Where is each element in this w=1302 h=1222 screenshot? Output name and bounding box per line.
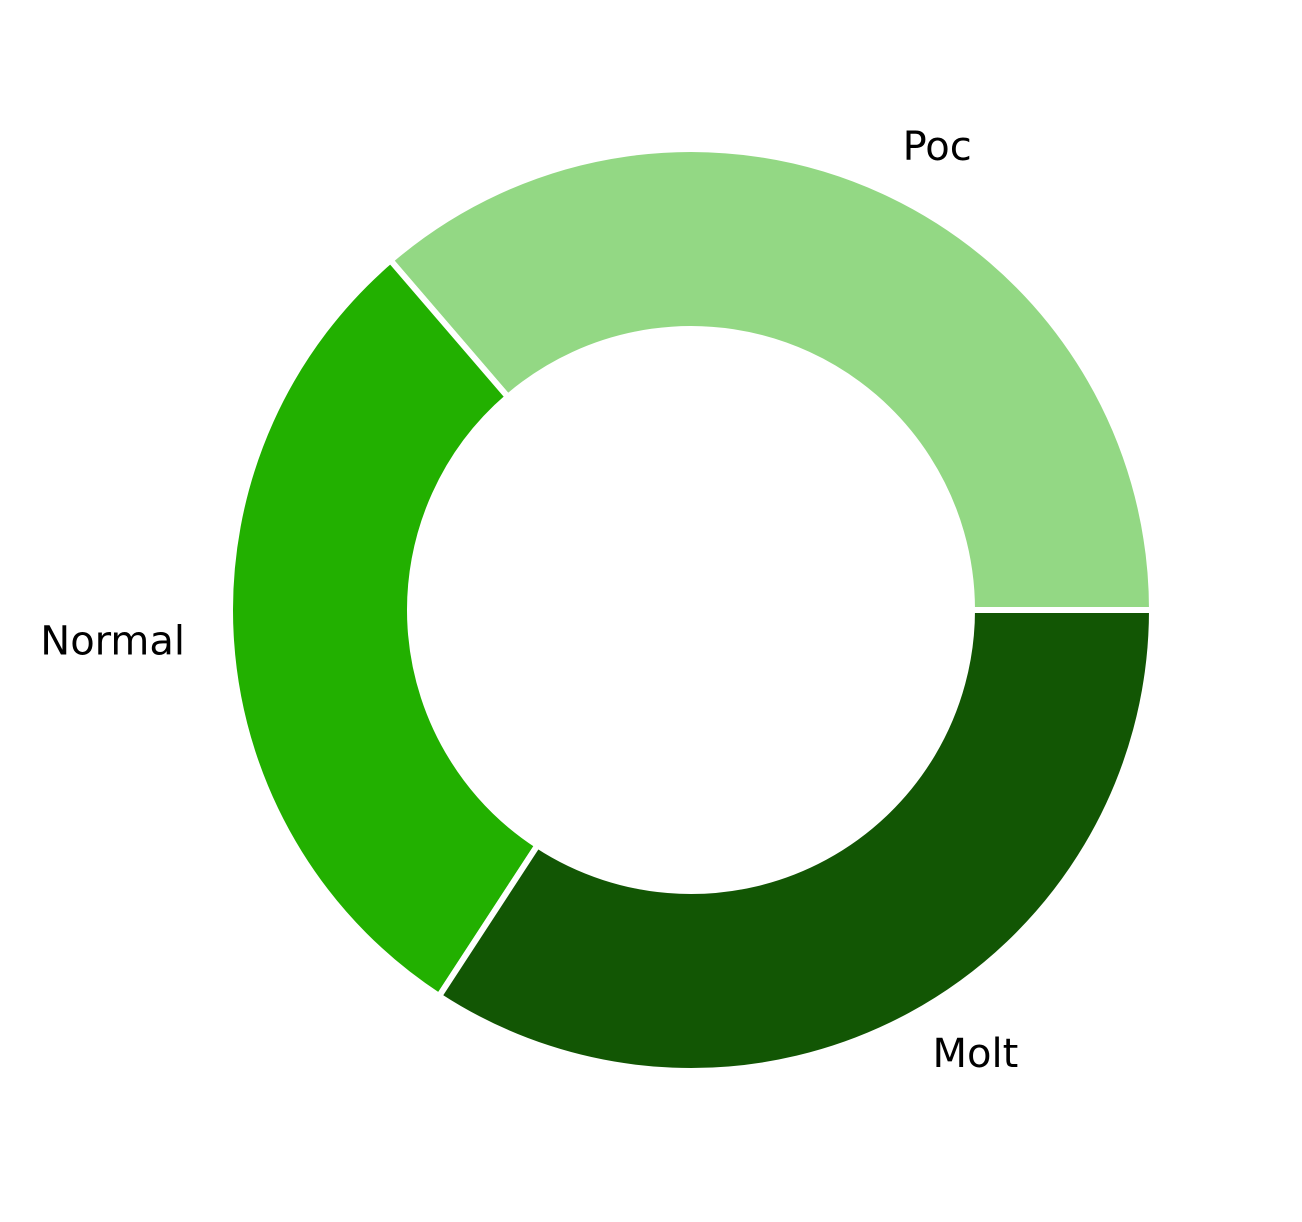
segment-label: Normal xyxy=(40,618,185,664)
segment-label: Poc xyxy=(903,124,972,170)
donut-segment xyxy=(434,607,1156,1074)
donut-segment xyxy=(227,256,542,1001)
segment-label: Molt xyxy=(933,1031,1019,1077)
donut-segment xyxy=(386,146,1156,613)
